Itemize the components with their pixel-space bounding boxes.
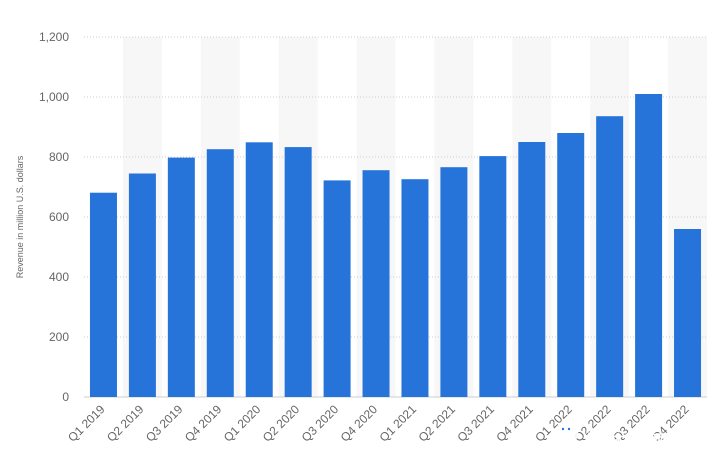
bar bbox=[401, 179, 429, 397]
x-tick-label: Q4 2021 bbox=[493, 402, 536, 445]
x-tick-label: Q2 2019 bbox=[104, 402, 147, 445]
bar bbox=[323, 180, 351, 397]
y-tick-label: 600 bbox=[49, 210, 69, 224]
bar bbox=[479, 156, 507, 397]
y-tick-label: 1,200 bbox=[39, 30, 69, 44]
x-tick-label: Q4 2020 bbox=[338, 402, 381, 445]
wechat-bubble-icon bbox=[558, 423, 579, 440]
bar bbox=[284, 147, 312, 397]
y-tick-label: 800 bbox=[49, 150, 69, 164]
bar bbox=[635, 94, 663, 397]
bar bbox=[674, 229, 702, 397]
x-tick-label: Q3 2020 bbox=[299, 402, 342, 445]
bar bbox=[245, 142, 273, 397]
watermark-text: 半导体行业观察 bbox=[582, 432, 681, 448]
y-tick-label: 1,000 bbox=[39, 90, 69, 104]
x-tick-label: Q1 2020 bbox=[221, 402, 264, 445]
bar bbox=[596, 116, 624, 397]
x-tick-label: Q3 2019 bbox=[143, 402, 186, 445]
bar bbox=[167, 157, 195, 397]
x-tick-label: Q3 2021 bbox=[455, 402, 498, 445]
bars bbox=[89, 94, 702, 397]
y-tick-label: 400 bbox=[49, 270, 69, 284]
x-tick-label: Q4 2019 bbox=[182, 402, 225, 445]
y-axis-title: Revenue in million U.S. dollars bbox=[15, 155, 25, 278]
y-tick-label: 200 bbox=[49, 330, 69, 344]
x-tick-label: Q2 2021 bbox=[416, 402, 459, 445]
x-tick-label: Q2 2020 bbox=[260, 402, 303, 445]
bar bbox=[362, 170, 390, 397]
bar bbox=[557, 133, 585, 397]
y-tick-label: 0 bbox=[62, 390, 69, 404]
bar bbox=[440, 167, 468, 397]
bar bbox=[206, 149, 234, 397]
y-axis-ticks: 0 200 400 600 800 1,000 1,200 bbox=[39, 30, 69, 404]
x-tick-label: Q1 2021 bbox=[377, 402, 420, 445]
bar bbox=[518, 142, 546, 397]
bar bbox=[89, 192, 117, 397]
bar bbox=[128, 173, 156, 397]
x-tick-label: Q1 2019 bbox=[65, 402, 108, 445]
watermark: 半导体行业观察 bbox=[558, 423, 681, 448]
